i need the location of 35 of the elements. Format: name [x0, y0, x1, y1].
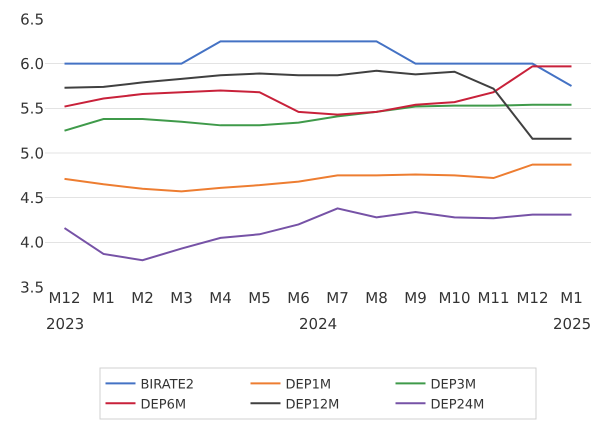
x-tick-label: M1: [92, 289, 115, 307]
x-tick-label: M12: [516, 289, 549, 307]
y-tick-label: 6.0: [20, 54, 44, 73]
y-tick-label: 4.0: [20, 234, 44, 252]
line-series: [64, 65, 572, 116]
x-tick-label: M7: [326, 289, 349, 307]
text: 2023: [46, 315, 84, 333]
y-tick-label: 4.5: [20, 188, 44, 207]
x-tick-label: M9: [404, 289, 427, 307]
line-series: [64, 207, 572, 262]
x-tick-label: M11: [477, 289, 510, 307]
legend-label: DEP12M: [286, 397, 340, 412]
legend-label: DEP3M: [430, 377, 476, 392]
x-tick-label: M4: [209, 289, 232, 307]
x-tick-label: M2: [131, 289, 154, 307]
y-tick-label: 5.0: [20, 144, 44, 162]
line-series: [64, 70, 572, 140]
x-tick-label: M12: [48, 289, 81, 307]
line-series: [64, 104, 572, 132]
legend-label: DEP24M: [430, 397, 484, 412]
x-tick-label: M5: [248, 289, 271, 307]
y-tick-label: 6.5: [20, 10, 44, 28]
text: 2025: [553, 315, 592, 333]
legend-label: BIRATE2: [140, 377, 194, 392]
x-tick-label: M10: [438, 289, 471, 307]
x-tick-label: M6: [287, 289, 310, 307]
y-tick-label: 3.5: [20, 278, 44, 296]
line-series: [64, 164, 572, 192]
x-tick-label: M3: [170, 289, 193, 307]
x-tick-label: M1: [560, 289, 583, 307]
y-tick-label: 5.5: [20, 100, 44, 118]
legend-label: DEP6M: [140, 397, 186, 412]
x-tick-label: M8: [365, 289, 388, 307]
legend-label: DEP1M: [286, 377, 332, 392]
text: 2024: [299, 315, 338, 333]
